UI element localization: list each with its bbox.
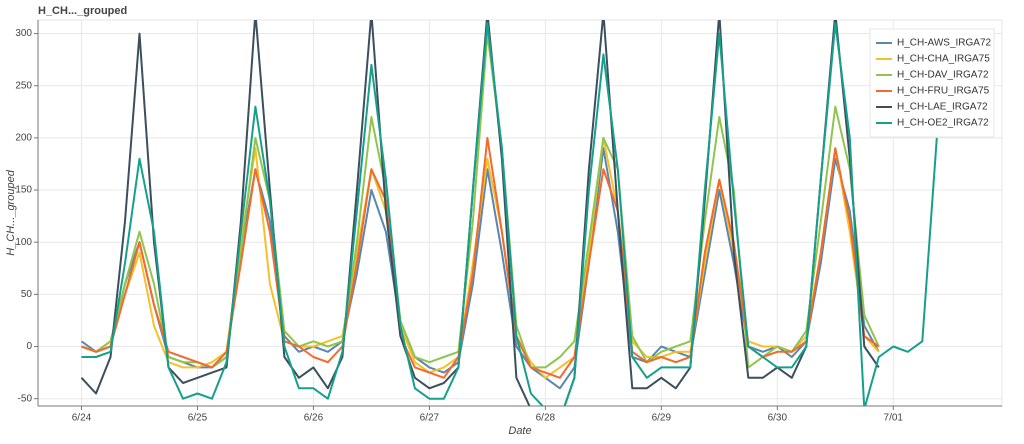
y-tick-label: 200 (15, 133, 32, 144)
x-tick-label: 6/28 (536, 413, 556, 424)
y-tick-label: 250 (15, 80, 32, 91)
grid (38, 20, 1002, 406)
legend-label: H_CH-AWS_IRGA72 (897, 38, 992, 49)
legend-label: H_CH-LAE_IRGA72 (897, 102, 988, 113)
legend-label: H_CH-FRU_IRGA75 (897, 86, 990, 97)
lines (80, 20, 938, 406)
legend-box (869, 28, 995, 138)
x-tick-label: 6/26 (304, 413, 324, 424)
y-tick-label: 100 (15, 237, 32, 248)
y-tick-label: 300 (15, 28, 32, 39)
x-tick-label: 6/24 (72, 413, 92, 424)
chart-title: H_CH..._grouped (38, 5, 127, 17)
x-tick-label: 7/01 (884, 413, 904, 424)
x-tick-label: 6/25 (188, 413, 208, 424)
series-line (81, 22, 938, 406)
y-axis-label: H_CH..._grouped (5, 169, 17, 255)
x-tick-label: 6/30 (768, 413, 788, 424)
legend-label: H_CH-CHA_IRGA75 (897, 54, 990, 65)
y-tick-label: 150 (15, 185, 32, 196)
legend: H_CH-AWS_IRGA72 H_CH-CHA_IRGA75 H_CH-DAV_I… (869, 28, 995, 138)
legend-label: H_CH-OE2_IRGA72 (897, 118, 989, 129)
x-axis-label: Date (508, 425, 531, 437)
y-tick-label: -50 (18, 393, 33, 404)
y-tick-label: 50 (21, 289, 33, 300)
x-tick-label: 6/27 (420, 413, 440, 424)
legend-label: H_CH-DAV_IRGA72 (897, 70, 989, 81)
x-tick-label: 6/29 (652, 413, 672, 424)
y-tick-label: 0 (26, 341, 32, 352)
